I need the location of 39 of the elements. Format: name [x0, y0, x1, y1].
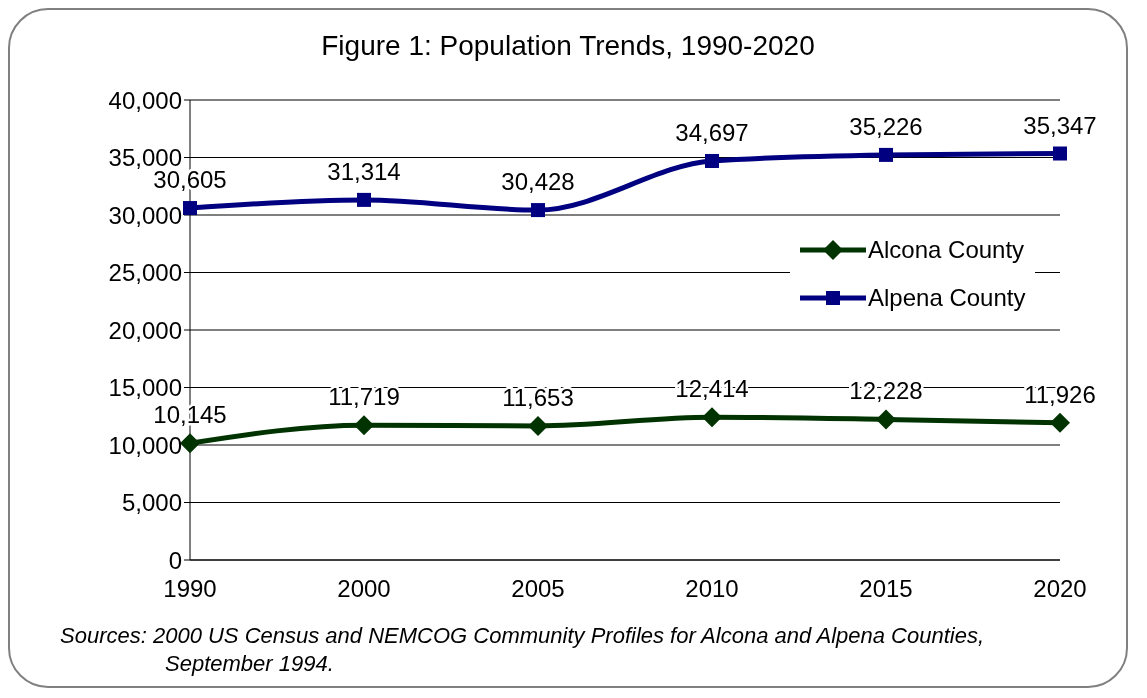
data-label: 10,145	[153, 401, 227, 429]
point	[183, 201, 197, 216]
data-label: 34,697	[675, 118, 749, 146]
data-label: 31,314	[327, 157, 401, 185]
x-tick-label: 2015	[859, 575, 913, 603]
point	[702, 407, 722, 428]
y-tick-label: 20,000	[108, 316, 182, 344]
data-label: 11,653	[502, 383, 574, 411]
x-tick-label: 2010	[685, 575, 739, 603]
chart-title: Figure 1: Population Trends, 1990-2020	[320, 30, 816, 62]
y-tick-label: 30,000	[108, 201, 182, 229]
point	[180, 433, 200, 454]
legend-label: Alpena County	[868, 284, 1026, 312]
y-tick-label: 15,000	[108, 374, 182, 402]
point	[876, 409, 896, 430]
x-tick-label: 1990	[163, 575, 217, 603]
point	[531, 203, 545, 218]
y-tick-label: 40,000	[108, 86, 182, 114]
x-tick-label: 2005	[511, 575, 565, 603]
data-label: 11,926	[1024, 380, 1096, 408]
point	[879, 147, 893, 162]
y-tick-label: 25,000	[108, 259, 182, 287]
data-label: 35,226	[849, 112, 923, 140]
x-tick-label: 2020	[1033, 575, 1087, 603]
x-tick-label: 2000	[337, 575, 391, 603]
point	[528, 415, 548, 436]
point	[357, 192, 371, 207]
point	[1053, 146, 1067, 161]
legend-label: Alcona County	[868, 236, 1025, 264]
y-tick-label: 0	[168, 546, 182, 574]
point	[1050, 412, 1070, 433]
source-note: Sources: 2000 US Census and NEMCOG Community Profiles for Alcona and Alpena Counties, September 1994.	[60, 622, 986, 678]
data-label: 35,347	[1023, 111, 1097, 139]
data-label: 30,428	[501, 168, 575, 196]
y-tick-label: 5,000	[121, 489, 182, 517]
data-label: 11,719	[328, 383, 400, 411]
point	[354, 415, 374, 436]
point	[705, 153, 719, 168]
y-tick-label: 10,000	[108, 431, 182, 459]
